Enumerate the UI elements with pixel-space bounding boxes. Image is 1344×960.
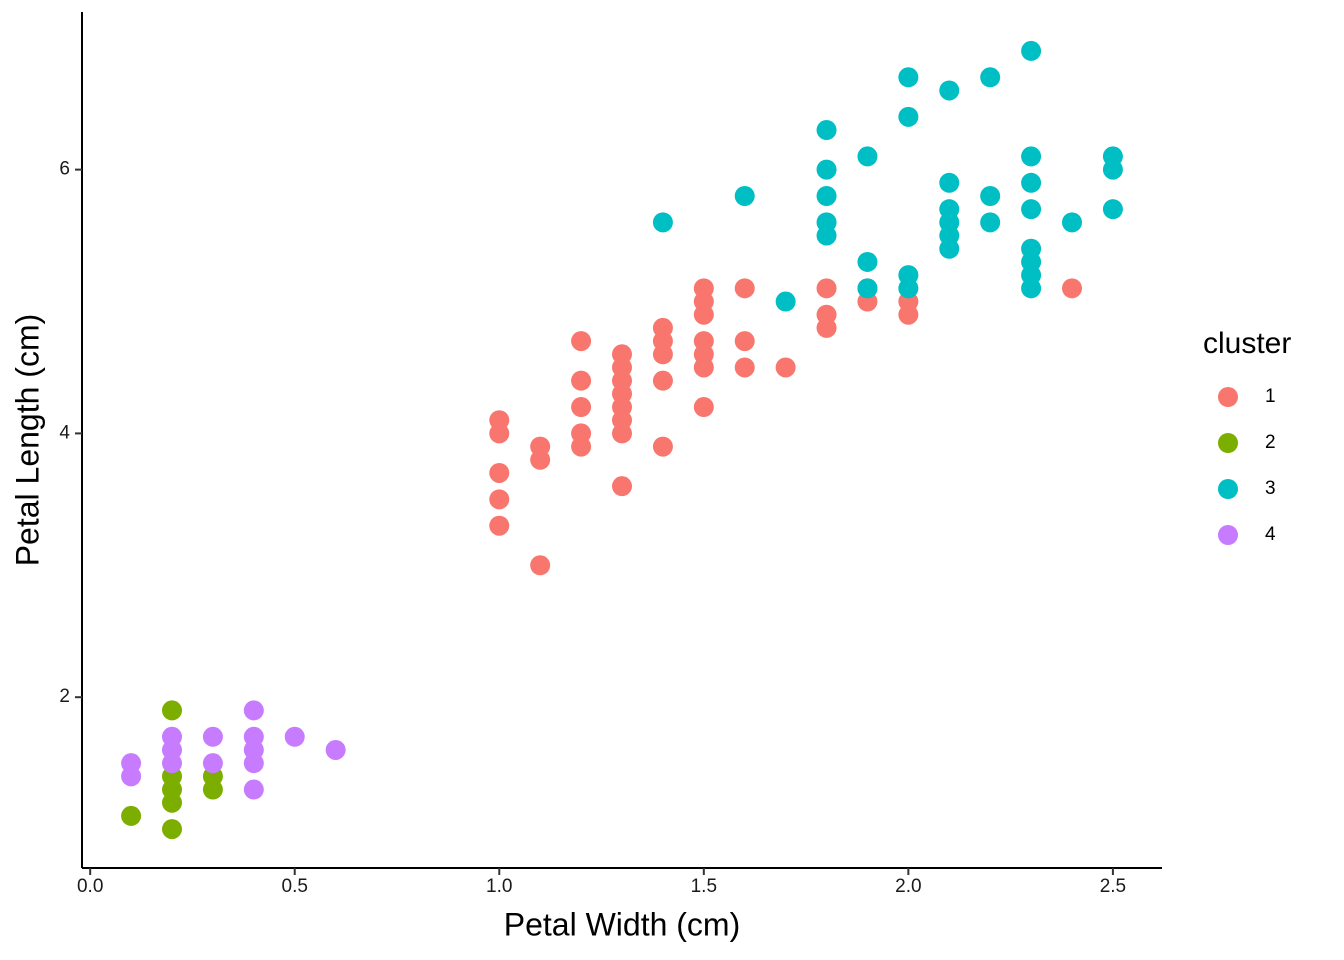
point: [652, 344, 673, 365]
point: [489, 515, 510, 536]
point: [898, 278, 919, 299]
point: [162, 819, 182, 840]
y-tick-label: 4: [59, 422, 70, 443]
point: [693, 357, 714, 378]
point: [202, 753, 223, 774]
y-tick-label: 2: [59, 686, 70, 707]
point: [612, 476, 632, 497]
legend-label: 3: [1265, 478, 1276, 499]
point: [489, 423, 510, 444]
point: [162, 753, 182, 774]
point: [243, 779, 264, 800]
legend-label: 2: [1265, 432, 1276, 453]
point: [898, 304, 919, 325]
legend-label: 1: [1265, 386, 1276, 407]
point: [530, 449, 551, 470]
legend-marker: [1218, 387, 1238, 407]
point: [775, 291, 796, 312]
point: [121, 805, 142, 826]
x-tick-label: 2.0: [895, 876, 921, 897]
point: [1021, 172, 1042, 193]
point: [489, 489, 510, 510]
point: [202, 726, 223, 747]
x-tick-label: 1.5: [691, 876, 717, 897]
point: [816, 317, 837, 338]
point: [1021, 199, 1042, 220]
y-tick-label: 6: [59, 159, 70, 180]
point: [816, 185, 837, 206]
point: [734, 331, 755, 352]
point: [980, 185, 1001, 206]
point: [1062, 212, 1082, 233]
point: [1102, 159, 1123, 180]
point: [939, 238, 960, 259]
x-axis-title: Petal Width (cm): [504, 906, 740, 942]
point: [652, 370, 673, 391]
point: [652, 436, 673, 457]
point: [693, 397, 714, 418]
point: [652, 212, 673, 233]
y-axis-title: Petal Length (cm): [9, 314, 45, 567]
legend-marker: [1218, 479, 1238, 499]
point: [1102, 199, 1123, 220]
point: [898, 106, 919, 127]
point: [1021, 278, 1042, 299]
point: [1021, 146, 1042, 167]
point: [734, 278, 755, 299]
point: [734, 185, 755, 206]
point: [1062, 278, 1082, 299]
point: [571, 397, 592, 418]
x-tick-label: 0.5: [282, 876, 308, 897]
point: [1021, 40, 1042, 61]
point: [816, 159, 837, 180]
point: [243, 753, 264, 774]
point: [243, 700, 264, 721]
x-tick-label: 2.5: [1100, 876, 1126, 897]
point: [325, 739, 346, 760]
point: [530, 555, 551, 576]
point: [162, 700, 182, 721]
point: [939, 80, 960, 101]
legend-label: 4: [1265, 524, 1276, 545]
point: [857, 251, 878, 272]
point: [939, 172, 960, 193]
point: [816, 225, 837, 246]
point: [284, 726, 305, 747]
x-tick-label: 1.0: [486, 876, 512, 897]
legend-title: cluster: [1203, 327, 1291, 360]
point: [121, 766, 142, 787]
point: [612, 423, 632, 444]
point: [489, 462, 510, 483]
legend-marker: [1218, 525, 1238, 545]
point: [980, 67, 1001, 88]
point: [571, 370, 592, 391]
point: [571, 436, 592, 457]
point: [775, 357, 796, 378]
point: [980, 212, 1001, 233]
point: [898, 67, 919, 88]
point: [202, 779, 223, 800]
point: [816, 278, 837, 299]
point: [857, 146, 878, 167]
point: [162, 792, 182, 813]
point: [571, 331, 592, 352]
point: [857, 278, 878, 299]
point: [693, 304, 714, 325]
legend-marker: [1218, 433, 1238, 453]
point: [734, 357, 755, 378]
point: [816, 120, 837, 141]
x-tick-label: 0.0: [77, 876, 103, 897]
